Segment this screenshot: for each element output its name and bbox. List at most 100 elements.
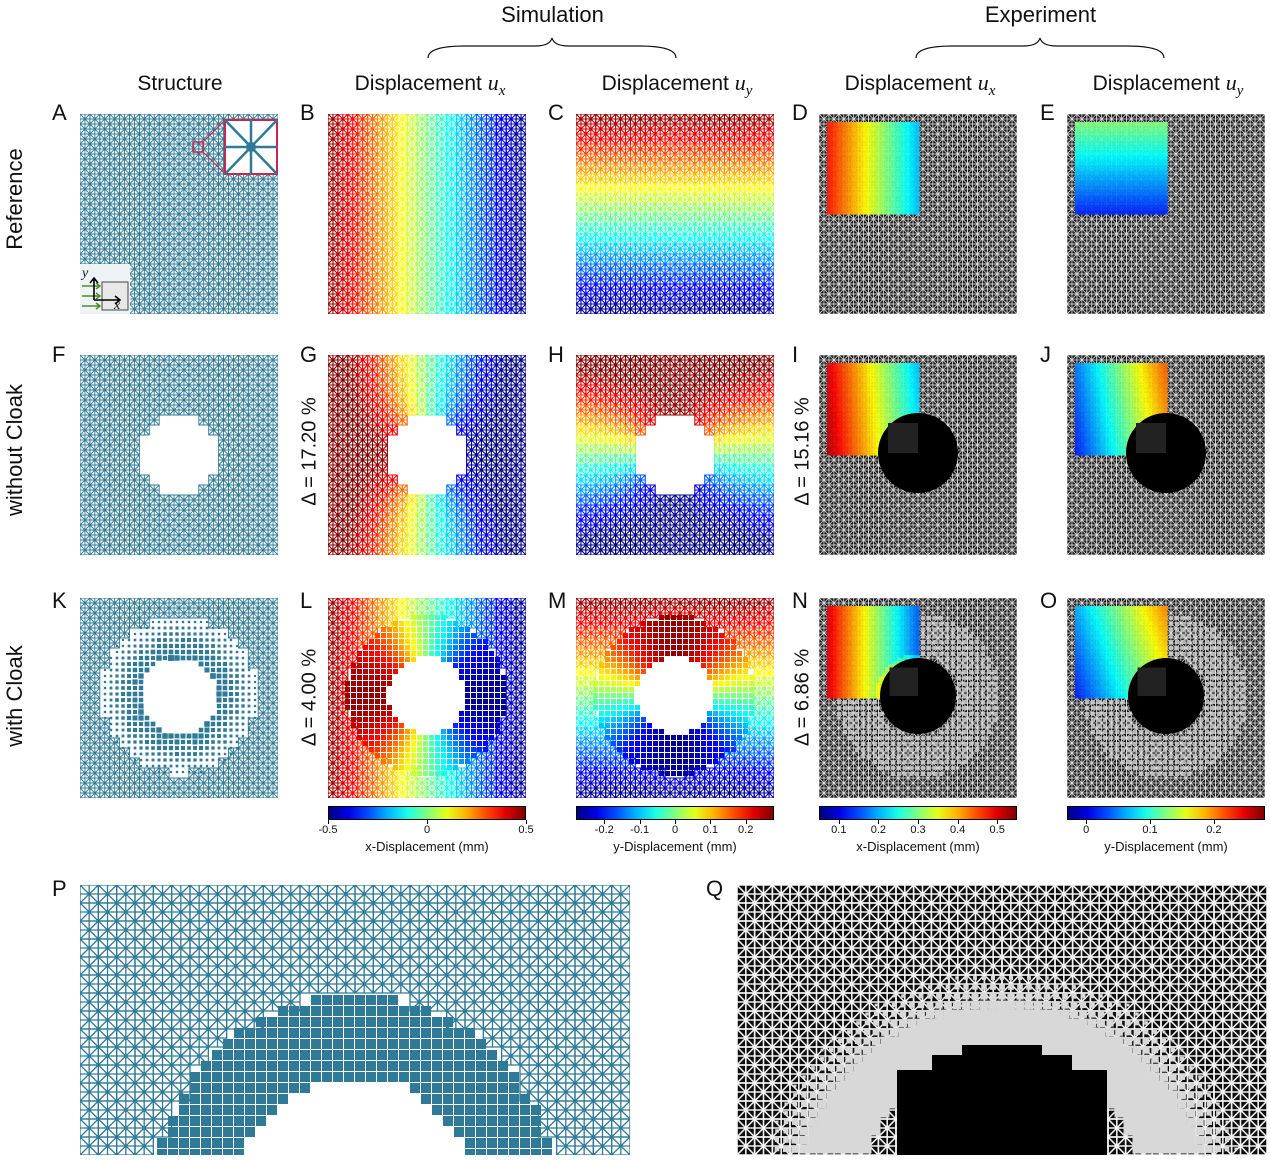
- colorbar-gradient: [1067, 806, 1265, 820]
- cloak-ring-photo: [837, 616, 997, 776]
- cloak-field: [593, 615, 754, 776]
- panel-J-exp-uy-without-cloak: [1067, 355, 1265, 555]
- hole: [897, 1045, 1107, 1155]
- colorbar-tickmark: [328, 820, 329, 824]
- panel-M-sim-uy-with-cloak: [576, 598, 774, 798]
- panel-letter-O: O: [1040, 588, 1058, 613]
- colorbar-tick-label: -0.5: [318, 824, 338, 836]
- colorbar-tickmark: [710, 820, 712, 824]
- panel-letter-K: K: [52, 588, 67, 613]
- inset-axis-x-label: x: [114, 298, 121, 313]
- colorbar-tick-label: 0.3: [910, 824, 926, 836]
- colorbar-tickmark: [997, 820, 999, 824]
- lattice-grid: [576, 355, 774, 555]
- panel-G-sim-ux-without-cloak: [328, 355, 526, 555]
- colorbar-tickmark: [745, 820, 747, 824]
- panel-Q-cloak-closeup-photo: [737, 885, 1267, 1155]
- colorbar-tickmark: [1213, 820, 1215, 824]
- lattice-grid: [576, 598, 774, 798]
- lattice-grid: [328, 114, 526, 314]
- panel-B-sim-ux-reference: [328, 114, 526, 314]
- sim-ux-field: [328, 114, 526, 314]
- colorbar-tick-label: 0.1: [702, 824, 718, 836]
- panel-D-exp-ux-reference: [819, 114, 1017, 314]
- cloak-closeup-photo: [737, 885, 1267, 1155]
- panel-letter-C: C: [548, 100, 564, 125]
- load-arrows: [82, 282, 102, 310]
- column-heading-sim-ux: Displacement ux: [354, 70, 506, 100]
- sim-uy-field: [576, 114, 774, 314]
- structure-lattice-cloak: [80, 598, 278, 798]
- simulation-title: Simulation: [501, 2, 604, 27]
- colorbar-tick-label: 0: [1083, 824, 1090, 836]
- colorbar-tick-label: 0.2: [870, 824, 887, 836]
- colorbar-tickmark: [526, 820, 527, 824]
- colorbar-tickmark: [838, 820, 840, 824]
- row-label-reference: Reference: [2, 148, 27, 250]
- colorbar-tickmark: [878, 820, 880, 824]
- cloak-field: [345, 615, 506, 776]
- lattice-grid: [819, 114, 1017, 314]
- panel-I-exp-ux-without-cloak: [819, 355, 1017, 555]
- structure-lattice-hole: [80, 355, 278, 555]
- exp-uy-field-hole: [1067, 355, 1265, 555]
- colorbar-tick-label: 0.2: [1206, 824, 1222, 836]
- colorbar-tickmark: [957, 820, 959, 824]
- exp-uy-field-cloak: [1067, 598, 1265, 798]
- exp-uy-field: [1067, 114, 1265, 314]
- panel-letter-G: G: [300, 342, 318, 367]
- colorbar-tickmark: [604, 820, 606, 824]
- cloak-ring: [157, 995, 552, 1155]
- simulation-brace: [427, 37, 677, 59]
- panel-H-sim-uy-without-cloak: [576, 355, 774, 555]
- row-label-with-cloak: with Cloak: [2, 645, 27, 747]
- cloak-ring-photo: [1085, 616, 1245, 776]
- panel-F-structure-without-cloak: [80, 355, 278, 555]
- cloak-ring: [103, 620, 257, 774]
- colorbar-label: y-Displacement (mm): [613, 839, 737, 854]
- panel-letter-N: N: [792, 588, 808, 613]
- colorbar-tick-label: 0.1: [831, 824, 847, 836]
- panel-letter-J: J: [1040, 342, 1051, 367]
- lattice-grid: [80, 114, 278, 314]
- lattice-grid: [80, 355, 278, 555]
- panel-letter-F: F: [52, 342, 66, 367]
- colorbar-gradient: [576, 806, 774, 820]
- colorbar-tick-label: -0.2: [594, 824, 614, 836]
- colorbar-N: 0.1 0.2 0.3 0.4 0.5 x-Displacement (mm): [819, 806, 1017, 858]
- delta-label-I: Δ = 15.16 %: [791, 397, 814, 506]
- measured-field: [827, 606, 920, 699]
- sim-uy-field-hole: [576, 355, 774, 555]
- colorbar-tick-label: 0: [423, 824, 431, 836]
- colorbar-tickmark: [427, 820, 428, 824]
- structure-lattice: [80, 114, 278, 314]
- colorbar-gradient: [819, 806, 1017, 820]
- lattice-grid: [80, 598, 278, 798]
- colorbar-tickmark: [1086, 820, 1088, 824]
- panel-letter-P: P: [52, 876, 67, 901]
- colorbar-tickmark: [1150, 820, 1152, 824]
- colorbar-L: -0.5 0 0.5 x-Displacement (mm): [319, 806, 534, 858]
- panel-letter-D: D: [792, 100, 808, 125]
- colorbar-tickmark: [639, 820, 641, 824]
- measured-field: [827, 363, 920, 456]
- measured-field: [827, 122, 920, 215]
- sim-ux-field-cloak: [328, 598, 526, 798]
- inset-axis-y-label: y: [82, 266, 89, 281]
- delta-label-G: Δ = 17.20 %: [298, 397, 321, 506]
- colorbar-tick-label: 0: [671, 824, 679, 836]
- panel-letter-I: I: [792, 342, 799, 367]
- colorbar-label: x-Displacement (mm): [365, 839, 489, 854]
- colorbar-tickmark: [675, 820, 676, 824]
- measured-field: [1075, 122, 1168, 215]
- lattice-grid: [576, 114, 774, 314]
- panel-C-sim-uy-reference: [576, 114, 774, 314]
- lattice-grid: [328, 355, 526, 555]
- colorbar-label: y-Displacement (mm): [1104, 839, 1228, 854]
- panel-K-structure-with-cloak: [80, 598, 278, 798]
- colorbar-tick-label: 0.4: [949, 824, 966, 836]
- cloak-closeup-design: [80, 885, 630, 1155]
- colorbar-tick-label: 0.1: [1142, 824, 1158, 836]
- colorbar-tick-label: -0.1: [630, 824, 650, 836]
- column-heading-exp-ux: Displacement ux: [844, 70, 996, 100]
